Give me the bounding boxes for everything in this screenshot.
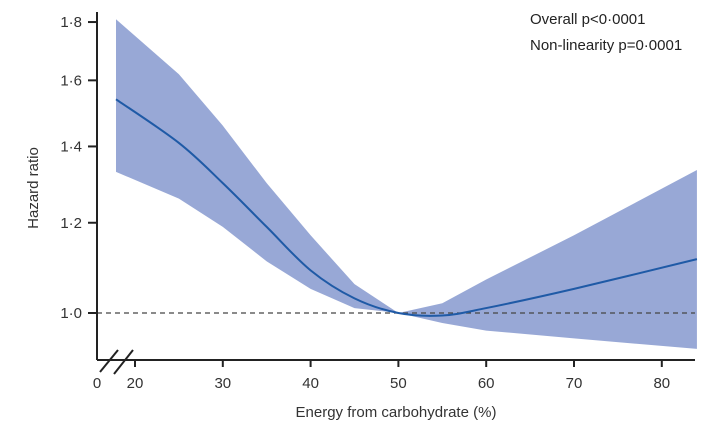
y-tick-label: 1·0 bbox=[60, 305, 82, 322]
x-tick-label: 50 bbox=[390, 375, 407, 392]
overall-p-annotation: Overall p<0·0001 bbox=[530, 11, 646, 28]
y-tick-label: 1·2 bbox=[60, 215, 82, 232]
x-tick-label: 20 bbox=[127, 375, 144, 392]
x-tick-label: 0 bbox=[93, 375, 101, 392]
x-tick-label: 70 bbox=[566, 375, 583, 392]
y-tick-label: 1·6 bbox=[60, 72, 82, 89]
x-tick-label: 30 bbox=[214, 375, 231, 392]
y-tick-label: 1·8 bbox=[60, 14, 82, 31]
x-tick-label: 60 bbox=[478, 375, 495, 392]
x-tick-label: 40 bbox=[302, 375, 319, 392]
nonlinearity-p-annotation: Non-linearity p=0·0001 bbox=[530, 37, 682, 54]
y-tick-label: 1·4 bbox=[60, 138, 82, 155]
y-axis-label: Hazard ratio bbox=[25, 147, 42, 229]
x-tick-label: 80 bbox=[653, 375, 670, 392]
confidence-band bbox=[116, 19, 697, 349]
x-axis-label: Energy from carbohydrate (%) bbox=[296, 404, 497, 421]
axis-break-icon bbox=[99, 349, 134, 375]
hazard-ratio-line bbox=[115, 98, 698, 317]
